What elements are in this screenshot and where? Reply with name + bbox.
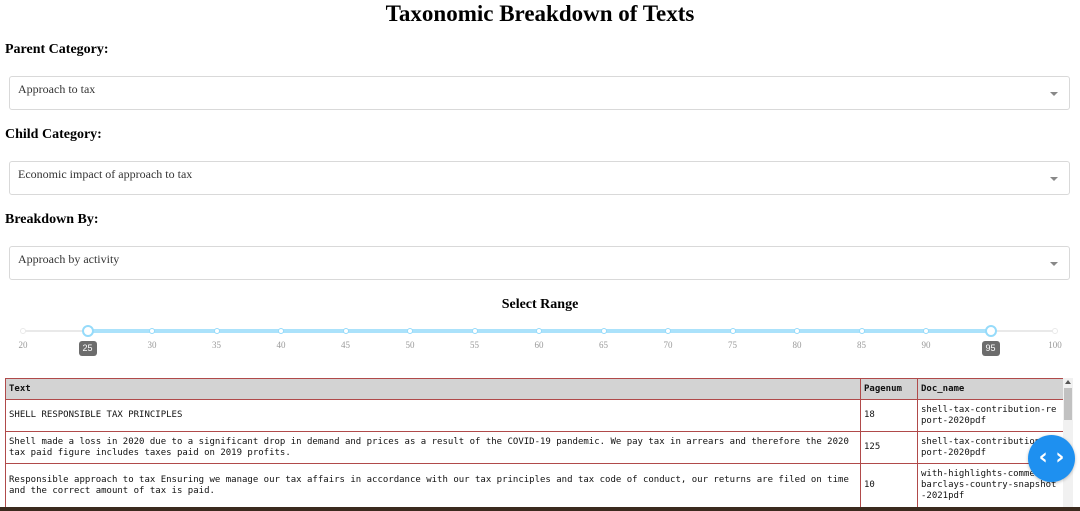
bottom-edge-strip bbox=[0, 507, 1080, 511]
slider-step-dot[interactable] bbox=[213, 328, 220, 334]
cell-pagenum: 18 bbox=[860, 399, 918, 432]
column-header-text[interactable]: Text bbox=[5, 378, 861, 400]
cell-text: Shell made a loss in 2020 due to a signi… bbox=[5, 431, 861, 464]
slider-step-dot[interactable] bbox=[794, 328, 800, 334]
slider-tick-label[interactable]: 30 bbox=[147, 340, 157, 350]
slider-step-dot[interactable] bbox=[342, 328, 349, 334]
slider-step-dot[interactable] bbox=[665, 328, 671, 334]
slider-tick-label[interactable]: 75 bbox=[728, 340, 737, 350]
slider-step-dot[interactable] bbox=[149, 328, 155, 334]
slider-tick-label[interactable]: 60 bbox=[534, 340, 544, 350]
slider-tick-label[interactable]: 100 bbox=[1048, 340, 1062, 350]
code-toggle-button[interactable]: ‹ › bbox=[1028, 435, 1075, 482]
slider-step-dot[interactable] bbox=[407, 328, 413, 334]
slider-handle-high[interactable] bbox=[984, 325, 997, 337]
cell-doc-name: shell-tax-contribution-report-2020pdf bbox=[917, 399, 1063, 432]
slider-value-low: 25 bbox=[78, 341, 97, 356]
table-row: Shell made a loss in 2020 due to a signi… bbox=[5, 431, 1063, 464]
results-table: Text Pagenum Doc_name SHELL RESPONSIBLE … bbox=[5, 378, 1063, 511]
slider-tick-label[interactable]: 70 bbox=[663, 340, 673, 350]
slider-step-dot[interactable] bbox=[20, 328, 26, 334]
slider-step-dot[interactable] bbox=[923, 328, 929, 334]
cell-pagenum: 125 bbox=[860, 431, 918, 464]
slider-tick-label[interactable]: 45 bbox=[341, 340, 350, 350]
slider-tick-label[interactable]: 35 bbox=[212, 340, 221, 350]
select-range-title: Select Range bbox=[501, 297, 579, 312]
slider-handle-low[interactable] bbox=[81, 325, 94, 337]
cell-text: Responsible approach to tax Ensuring we … bbox=[5, 463, 861, 508]
code-icon: ‹ › bbox=[1038, 445, 1065, 470]
slider-step-dot[interactable] bbox=[471, 328, 478, 334]
cell-text: SHELL RESPONSIBLE TAX PRINCIPLES bbox=[5, 399, 861, 432]
slider-tick-label[interactable]: 55 bbox=[470, 340, 479, 350]
slider-tick-label[interactable]: 50 bbox=[405, 340, 415, 350]
breakdown-by-dropdown[interactable]: Approach by activity bbox=[9, 246, 1070, 280]
page-title: Taxonomic Breakdown of Texts bbox=[385, 1, 695, 26]
slider-tick-label[interactable]: 65 bbox=[599, 340, 608, 350]
slider-tick-label[interactable]: 20 bbox=[18, 340, 28, 350]
slider-value-high: 95 bbox=[981, 341, 1000, 356]
slider-tick-label[interactable]: 90 bbox=[921, 340, 931, 350]
child-category-label: Child Category: bbox=[5, 127, 102, 142]
parent-category-dropdown[interactable]: Approach to tax bbox=[9, 76, 1070, 110]
child-category-dropdown[interactable]: Economic impact of approach to tax bbox=[9, 161, 1070, 195]
slider-step-dot[interactable] bbox=[536, 328, 542, 334]
table-row: Responsible approach to tax Ensuring we … bbox=[5, 463, 1063, 508]
scroll-thumb[interactable] bbox=[1064, 388, 1072, 420]
slider-step-dot[interactable] bbox=[1052, 328, 1058, 334]
chevron-down-icon bbox=[1050, 262, 1058, 266]
column-header-pagenum[interactable]: Pagenum bbox=[860, 378, 918, 400]
slider-step-dot[interactable] bbox=[858, 328, 865, 334]
slider-step-dot[interactable] bbox=[278, 328, 284, 334]
breakdown-by-label: Breakdown By: bbox=[5, 212, 99, 227]
table-row: SHELL RESPONSIBLE TAX PRINCIPLES 18 shel… bbox=[5, 399, 1063, 432]
slider-tick-label[interactable]: 80 bbox=[792, 340, 802, 350]
chevron-down-icon bbox=[1050, 92, 1058, 96]
chevron-down-icon bbox=[1050, 177, 1058, 181]
slider-step-dot[interactable] bbox=[729, 328, 736, 334]
parent-category-label: Parent Category: bbox=[5, 42, 109, 57]
slider-tick-label[interactable]: 85 bbox=[857, 340, 866, 350]
column-header-doc-name[interactable]: Doc_name bbox=[917, 378, 1063, 400]
range-slider[interactable]: 20 30 35 40 45 50 55 60 65 70 75 80 85 90 100 25 95 bbox=[0, 320, 1080, 360]
slider-step-dot[interactable] bbox=[600, 328, 607, 334]
parent-category-value: Approach to tax bbox=[18, 82, 96, 96]
cell-pagenum: 10 bbox=[860, 463, 918, 508]
table-header-row: Text Pagenum Doc_name bbox=[5, 378, 1063, 400]
slider-tick-label[interactable]: 40 bbox=[276, 340, 286, 350]
child-category-value: Economic impact of approach to tax bbox=[18, 167, 193, 181]
breakdown-by-value: Approach by activity bbox=[18, 252, 120, 266]
scroll-up-arrow-icon[interactable] bbox=[1065, 380, 1071, 384]
